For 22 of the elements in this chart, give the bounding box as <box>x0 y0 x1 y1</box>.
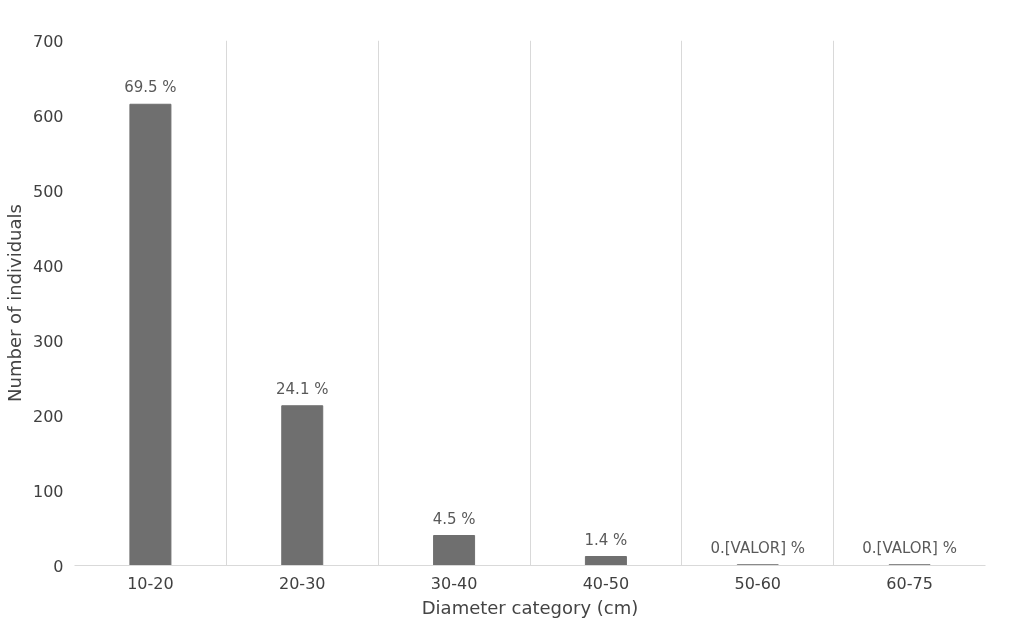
y-tick-label: 100 <box>32 481 64 501</box>
annotation: 4.5 % <box>432 509 476 528</box>
y-tick-label: 400 <box>32 256 64 276</box>
annotation: 0.[VALOR] % <box>710 538 806 557</box>
annotation: 0.[VALOR] % <box>862 538 957 557</box>
x-tick-label: 20-30 <box>279 573 326 593</box>
x-axis-title: Diameter category (cm) <box>421 596 639 618</box>
y-axis-title: Number of individuals <box>3 204 25 402</box>
y-tick-label: 300 <box>32 331 64 351</box>
annotation: 69.5 % <box>124 78 177 97</box>
x-tick-label: 30-40 <box>430 573 478 593</box>
x-tick-label: 40-50 <box>582 573 630 593</box>
y-tick-label: 200 <box>32 406 64 426</box>
y-tick-label: 500 <box>32 181 64 201</box>
x-tick-label: 50-60 <box>734 573 781 593</box>
annotation: 24.1 % <box>276 379 329 398</box>
y-tick-label: 0 <box>53 556 64 576</box>
x-tick-label: 10-20 <box>127 573 174 593</box>
y-tick-label: 600 <box>32 106 64 126</box>
x-tick-label: 60-75 <box>886 573 933 593</box>
y-tick-label: 700 <box>32 31 64 51</box>
annotation: 1.4 % <box>584 530 628 549</box>
